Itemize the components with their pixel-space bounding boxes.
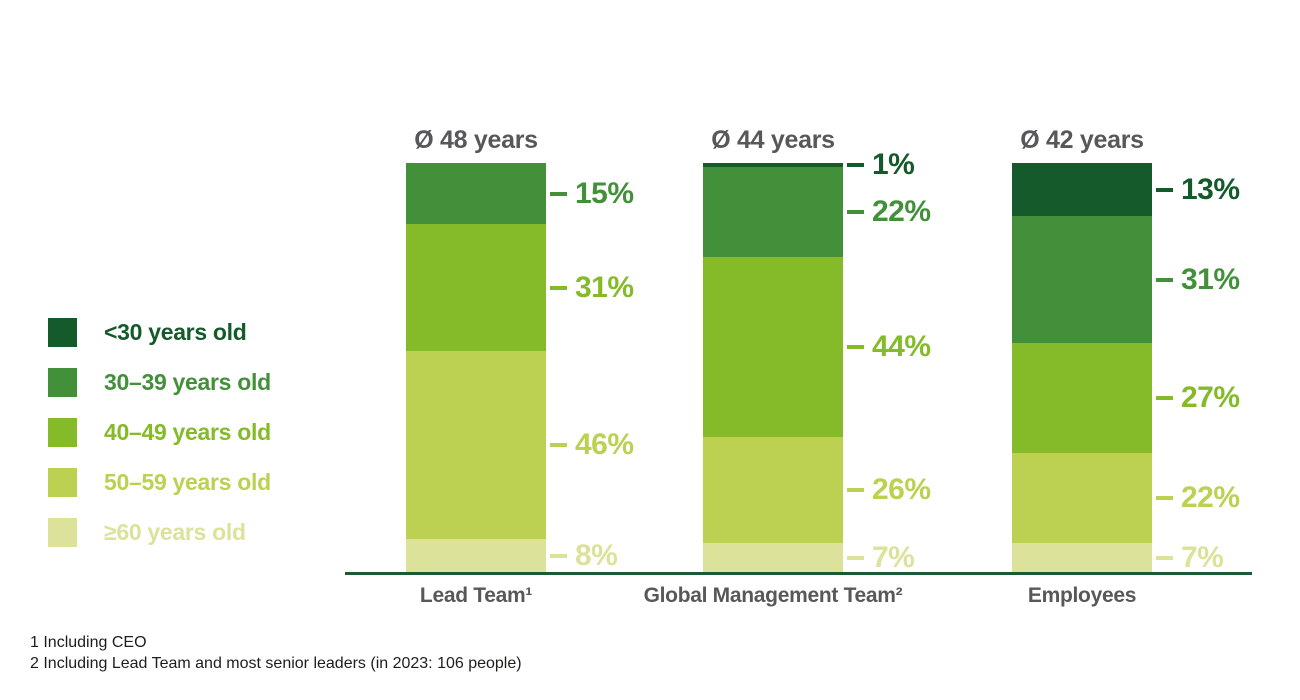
bar-segment [406,224,546,352]
legend-item-40-49: 40–49 years old [48,418,271,447]
legend-swatch-40-49 [48,418,77,447]
tick-dash-icon [1156,277,1173,282]
legend: <30 years old 30–39 years old 40–49 year… [48,318,271,547]
tick-dash-icon [1156,555,1173,560]
segment-value-label: 15% [550,177,634,211]
segment-value-label: 13% [1156,173,1240,207]
footnote-1: 1 Including CEO [30,634,147,651]
legend-label-30-39: 30–39 years old [104,369,271,395]
bar-segment [1012,216,1152,343]
footnote-2: 2 Including Lead Team and most senior le… [30,655,522,672]
segment-value-label: 1% [847,148,915,182]
footnotes: 1 Including CEO 2 Including Lead Team an… [30,632,522,674]
bar-average-age-label: Ø 42 years [1020,126,1144,154]
segment-value-text: 27% [1181,381,1240,415]
segment-value-label: 46% [550,428,634,462]
legend-label-50-59: 50–59 years old [104,469,271,495]
legend-label-under-30: <30 years old [104,319,247,345]
segment-value-text: 1% [872,148,915,182]
legend-label-40-49: 40–49 years old [104,419,271,445]
segment-value-label: 31% [1156,263,1240,297]
segment-value-text: 13% [1181,172,1240,206]
bar-segment [1012,163,1152,217]
legend-swatch-60-plus [48,518,77,547]
bar-segment [406,163,546,225]
category-label: Global Management Team² [643,584,903,607]
tick-dash-icon [847,163,864,168]
segment-value-label: 7% [847,540,915,575]
bar-segment [703,257,843,438]
segment-value-label: 8% [550,538,618,573]
bar-segment [703,167,843,258]
segment-value-text: 15% [575,176,634,210]
tick-dash-icon [847,488,864,493]
segment-value-label: 22% [847,195,931,229]
bar-average-age-label: Ø 44 years [711,126,835,154]
legend-swatch-30-39 [48,368,77,397]
segment-value-label: 22% [1156,481,1240,515]
legend-item-under-30: <30 years old [48,318,271,347]
tick-dash-icon [550,443,567,448]
tick-dash-icon [1156,187,1173,192]
segment-value-text: 31% [1181,262,1240,296]
segment-value-text: 31% [575,270,634,304]
tick-dash-icon [550,285,567,290]
bar-segment [406,351,546,540]
category-label: Lead Team¹ [419,584,533,607]
segment-value-text: 22% [872,195,931,229]
x-axis-line [345,572,1252,575]
segment-value-text: 7% [1181,540,1224,574]
tick-dash-icon [847,345,864,350]
legend-swatch-50-59 [48,468,77,497]
legend-item-50-59: 50–59 years old [48,468,271,497]
segment-value-label: 31% [550,271,634,305]
segment-value-text: 22% [1181,481,1240,515]
segment-value-label: 7% [1156,540,1224,575]
category-label: Employees [1027,584,1137,607]
segment-value-text: 7% [872,540,915,574]
segment-value-label: 44% [847,330,931,364]
tick-dash-icon [550,553,567,558]
bar-average-age-label: Ø 48 years [414,126,538,154]
segment-value-label: 27% [1156,381,1240,415]
bar-segment [703,543,843,572]
bar-segment [406,539,546,572]
bar-segment [1012,453,1152,544]
segment-value-label: 26% [847,473,931,507]
bar-segment [1012,342,1152,454]
bar-segment [703,437,843,544]
tick-dash-icon [550,191,567,196]
segment-value-text: 44% [872,330,931,364]
segment-value-text: 46% [575,428,634,462]
legend-label-60-plus: ≥60 years old [104,519,246,545]
legend-item-60-plus: ≥60 years old [48,518,271,547]
segment-value-text: 8% [575,538,618,572]
tick-dash-icon [847,210,864,215]
tick-dash-icon [847,555,864,560]
segment-value-text: 26% [872,473,931,507]
bar-segment [1012,543,1152,572]
bar-segment [703,163,843,168]
legend-swatch-under-30 [48,318,77,347]
tick-dash-icon [1156,496,1173,501]
tick-dash-icon [1156,396,1173,401]
legend-item-30-39: 30–39 years old [48,368,271,397]
